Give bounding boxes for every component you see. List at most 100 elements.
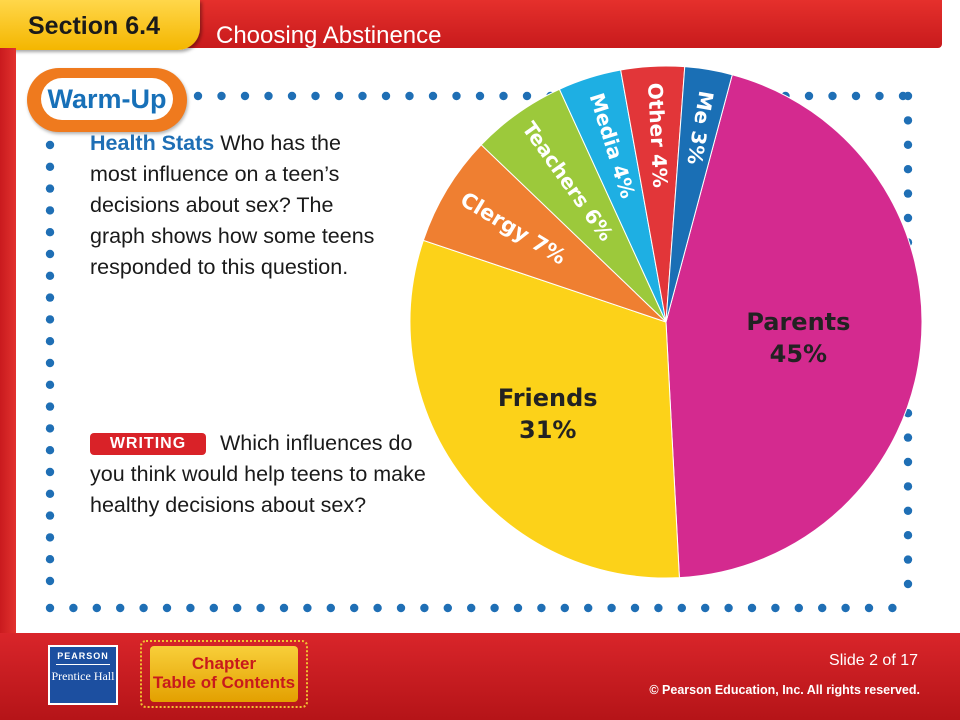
border-dot	[630, 603, 640, 613]
border-dot	[303, 603, 312, 613]
border-dot	[45, 184, 55, 193]
border-dot	[396, 603, 406, 613]
toc-line-2: Table of Contents	[152, 673, 296, 692]
border-dot	[428, 91, 438, 101]
influence-pie-chart: Parents 45%Friends 31%Clergy 7%Teachers 6%…	[409, 65, 923, 579]
border-dot	[747, 603, 757, 613]
border-dot	[420, 603, 429, 613]
border-dot	[45, 315, 55, 324]
border-dot	[903, 433, 913, 442]
border-dot	[373, 603, 382, 613]
border-dot	[240, 91, 250, 101]
border-dot	[45, 467, 55, 477]
border-dot	[45, 228, 55, 237]
border-dot	[537, 603, 546, 613]
border-dot	[264, 91, 273, 101]
copyright: © Pearson Education, Inc. All rights res…	[649, 683, 920, 697]
border-dot	[475, 91, 485, 101]
border-dot	[804, 91, 814, 101]
border-dot	[903, 555, 913, 564]
border-dot	[607, 603, 616, 613]
border-dot	[45, 249, 55, 259]
border-dot	[701, 603, 710, 613]
pearson-logo[interactable]: PEARSON Prentice Hall	[48, 645, 118, 705]
border-dot	[311, 91, 320, 101]
border-dot	[888, 603, 897, 613]
writing-text: Which influences do you think would help…	[90, 431, 426, 517]
border-dot	[381, 91, 391, 101]
border-dot	[350, 603, 359, 613]
slide-counter: Slide 2 of 17	[829, 652, 918, 669]
border-dot	[358, 91, 367, 101]
table-of-contents-button[interactable]: Chapter Table of Contents	[140, 640, 308, 708]
border-dot	[903, 579, 913, 589]
border-dot	[256, 603, 265, 613]
border-dot	[903, 531, 913, 540]
pie-label-other: Other 4%	[643, 82, 672, 188]
border-dot	[443, 603, 452, 613]
border-dot	[903, 116, 913, 125]
border-dot	[851, 91, 861, 101]
left-rail	[0, 48, 16, 633]
border-dot	[560, 603, 569, 613]
border-dot	[771, 603, 780, 613]
border-dot	[209, 603, 218, 613]
writing-paragraph: WRITING Which influences do you think wou…	[90, 428, 435, 521]
border-dot	[903, 189, 913, 198]
border-dot	[45, 489, 55, 498]
border-dot	[45, 271, 55, 280]
pie-slice-me	[665, 66, 733, 323]
border-dot	[903, 91, 913, 101]
border-dot	[677, 603, 686, 613]
border-dot	[139, 603, 148, 613]
border-dot	[69, 603, 78, 613]
border-dot	[45, 380, 55, 389]
border-dot	[45, 446, 55, 455]
border-dot	[162, 603, 172, 613]
border-dot	[45, 140, 55, 150]
border-dot	[513, 603, 523, 613]
toc-line-1: Chapter	[191, 654, 257, 673]
pie-slice-clergy	[422, 144, 667, 323]
border-dot	[724, 603, 733, 613]
border-dot	[287, 91, 297, 101]
pie-slice-friends	[409, 239, 680, 579]
border-dot	[45, 358, 55, 368]
border-dot	[903, 482, 913, 491]
border-dot	[186, 603, 195, 613]
border-dot	[875, 91, 884, 101]
prompt-paragraph: Health Stats Who has the most influence …	[90, 128, 390, 283]
border-dot	[45, 603, 55, 613]
border-dot	[45, 162, 55, 171]
border-dot	[903, 140, 913, 149]
section-tab: Section 6.4	[0, 0, 200, 50]
border-dot	[452, 91, 461, 101]
border-dot	[45, 533, 55, 542]
slide-title: Choosing Abstinence	[216, 22, 442, 49]
border-dot	[116, 603, 125, 613]
pie-label-friends: Friends 31%	[498, 384, 598, 444]
border-dot	[654, 603, 663, 613]
border-dot	[45, 206, 55, 215]
border-dot	[818, 603, 827, 613]
border-dot	[467, 603, 476, 613]
border-dot	[45, 511, 55, 520]
border-dot	[217, 91, 226, 101]
pie-slice-parents	[665, 74, 923, 579]
logo-sub: Prentice Hall	[51, 669, 115, 683]
border-dot	[45, 424, 55, 433]
border-dot	[45, 576, 55, 586]
border-dot	[903, 213, 913, 223]
border-dot	[334, 91, 344, 101]
logo-name: PEARSON	[57, 651, 109, 661]
border-dot	[903, 165, 913, 174]
border-dot	[584, 603, 593, 613]
border-dot	[45, 293, 55, 302]
border-dot	[326, 603, 335, 613]
border-dot	[794, 603, 803, 613]
border-dot	[499, 91, 508, 101]
border-dot	[279, 603, 289, 613]
border-dot	[903, 506, 913, 515]
border-dot	[193, 91, 203, 101]
warmup-label: Warm-Up	[47, 84, 167, 114]
